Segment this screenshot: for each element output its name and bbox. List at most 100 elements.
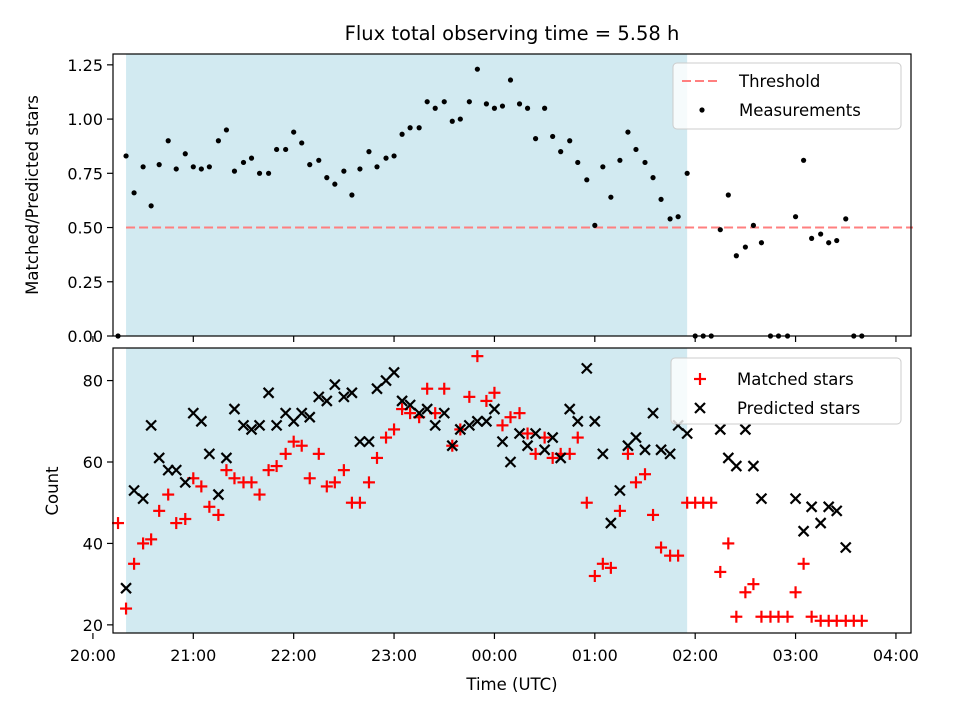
predicted-star-point [128, 484, 140, 497]
marker-stroke [421, 403, 433, 415]
marker-stroke [145, 419, 157, 432]
measurement-point [374, 164, 380, 170]
marker-stroke [822, 501, 835, 513]
marker-stroke [179, 476, 192, 489]
measurement-point [792, 214, 799, 220]
matched-star-point [195, 480, 208, 493]
predicted-star-point [538, 444, 551, 456]
matched-star-point [739, 586, 752, 599]
measurement-point [198, 166, 204, 172]
predicted-star-point [346, 387, 358, 399]
marker-stroke [513, 427, 526, 440]
measurement-point [584, 177, 590, 183]
matched-star-point [571, 431, 584, 444]
predicted-star-point [589, 415, 601, 428]
predicted-star-point [822, 501, 835, 513]
predicted-star-point [755, 492, 768, 505]
matched-star-point [655, 541, 668, 554]
marker-stroke [312, 391, 325, 403]
marker-stroke [128, 484, 140, 497]
measurement-point [818, 231, 824, 237]
predicted-star-point [421, 403, 433, 415]
matched-star-point [714, 565, 727, 578]
matched-star-point [730, 610, 743, 623]
matched-star-point [212, 508, 225, 521]
predicted-star-point [329, 378, 341, 391]
predicted-star-point [597, 448, 609, 460]
marker-stroke [245, 423, 258, 436]
marker-stroke [446, 439, 459, 452]
legend-matched-swatch [694, 373, 706, 385]
matched-star-point [145, 533, 158, 546]
marker-stroke [789, 492, 802, 505]
marker-stroke [480, 415, 493, 428]
marker-stroke [187, 407, 200, 419]
bottom-panel: 20 40 60 80 20:00 21:00 22:00 23:00 00:00 01:00 0… [43, 347, 919, 694]
predicted-star-point [120, 582, 132, 594]
y-tick-label: 1.25 [67, 56, 103, 75]
predicted-star-point [312, 391, 325, 403]
measurement-point [324, 175, 330, 181]
marker-stroke [253, 419, 266, 432]
measurement-point [826, 240, 832, 246]
measurement-point [742, 244, 748, 250]
matched-star-point [747, 578, 760, 591]
measurement-point [274, 146, 280, 153]
measurement-point [457, 116, 463, 122]
marker-stroke [363, 435, 375, 448]
x-tick-label: 01:00 [572, 646, 618, 665]
predicted-star-point [581, 362, 593, 375]
marker-stroke [279, 407, 292, 419]
measurement-point [667, 216, 673, 222]
measurement-point [550, 133, 556, 140]
matched-star-point [647, 508, 660, 521]
matched-star-point [613, 504, 626, 517]
measurement-point [424, 99, 430, 105]
matched-star-point [513, 407, 526, 420]
predicted-star-point [630, 431, 642, 444]
marker-stroke [739, 423, 752, 436]
predicted-stars-points [120, 362, 852, 594]
matched-star-point [362, 476, 375, 489]
measurement-point [416, 125, 422, 131]
predicted-star-point [563, 403, 576, 415]
matched-star-point [112, 517, 125, 530]
predicted-star-point [220, 452, 233, 464]
predicted-star-point [195, 415, 208, 428]
matched-star-point [203, 500, 216, 513]
predicted-star-point [521, 439, 534, 452]
predicted-star-point [488, 403, 501, 415]
measurement-point [800, 157, 807, 163]
predicted-star-point [471, 415, 484, 428]
predicted-star-point [571, 415, 584, 428]
marker-stroke [529, 427, 542, 440]
predicted-star-point [363, 435, 375, 448]
measurement-point [516, 101, 523, 107]
marker-stroke [538, 444, 551, 456]
marker-stroke [655, 444, 667, 456]
matched-star-point [170, 517, 183, 530]
y-tick-label: 60 [83, 453, 103, 472]
measurement-point [223, 127, 230, 133]
matched-star-point [353, 496, 366, 509]
predicted-star-point [338, 391, 350, 403]
measurement-point [524, 105, 531, 111]
predicted-star-point [145, 419, 157, 432]
marker-stroke [714, 423, 727, 436]
predicted-star-point [438, 407, 451, 419]
marker-stroke [471, 415, 484, 428]
measurement-point [567, 138, 573, 144]
matched-star-point [279, 447, 292, 460]
predicted-star-point [655, 444, 667, 456]
x-axis-label: Time (UTC) [465, 675, 557, 694]
matched-star-point [705, 496, 718, 509]
matched-star-point [337, 464, 350, 477]
predicted-star-point [730, 460, 743, 472]
measurement-point [650, 175, 656, 181]
matched-star-point [496, 419, 509, 432]
marker-stroke [137, 492, 149, 505]
marker-stroke [262, 387, 275, 399]
matched-star-point [295, 439, 308, 452]
marker-stroke [597, 448, 609, 460]
predicted-star-point [388, 366, 400, 379]
